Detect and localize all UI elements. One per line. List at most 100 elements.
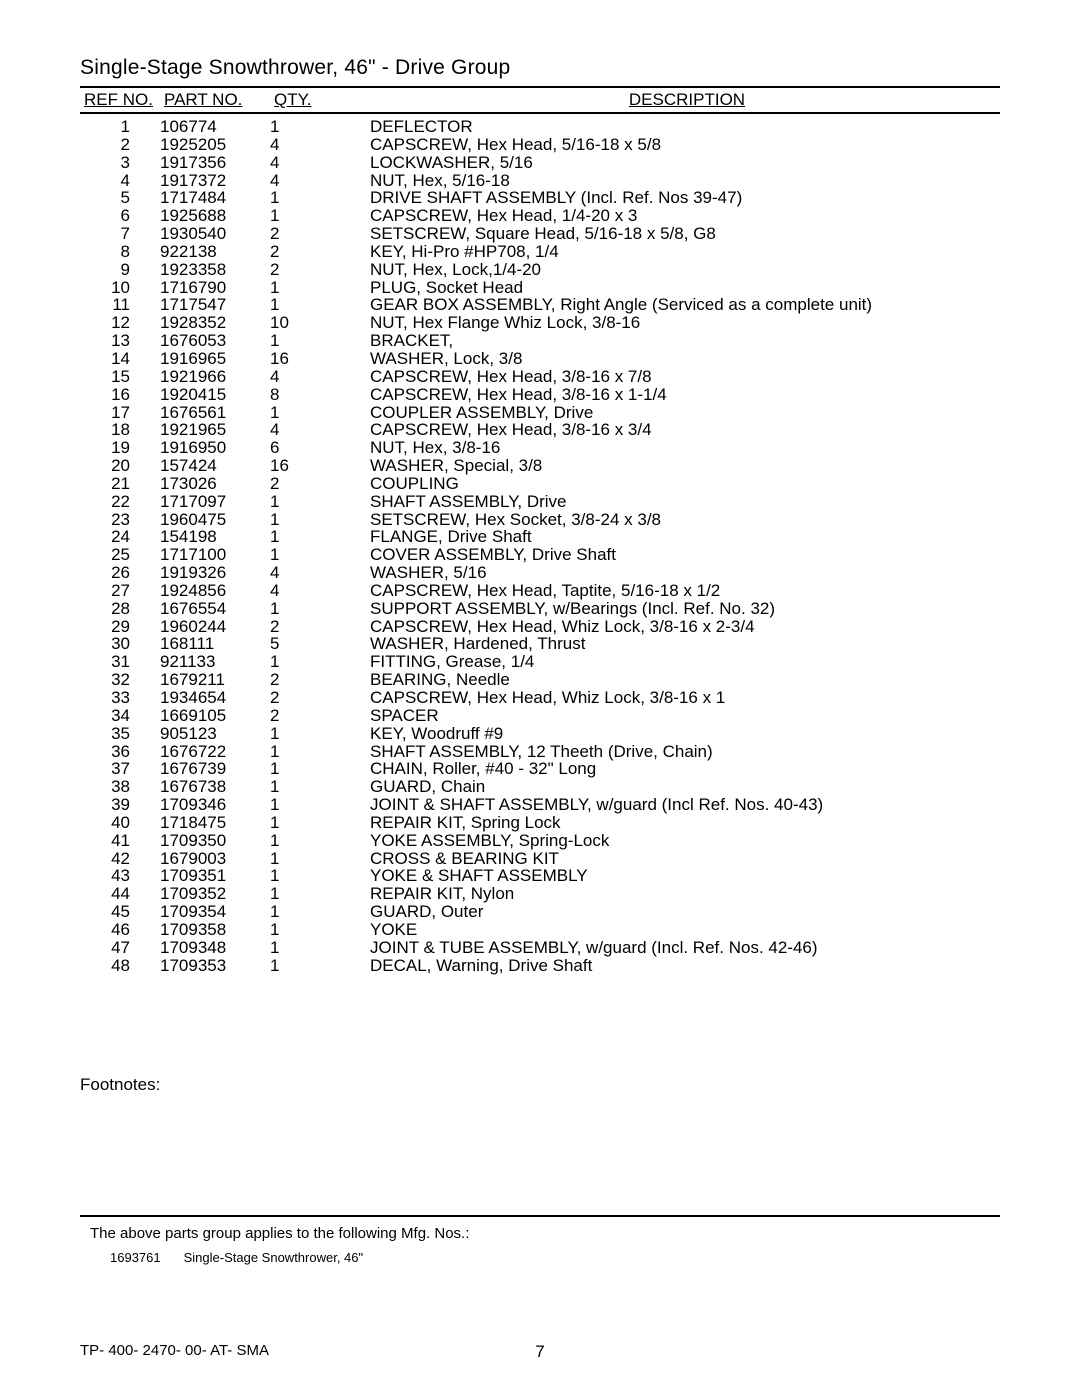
cell-qty: 10 <box>270 314 370 332</box>
cell-qty: 5 <box>270 635 370 653</box>
cell-qty: 2 <box>270 618 370 636</box>
cell-qty: 1 <box>270 796 370 814</box>
cell-ref: 44 <box>80 885 160 903</box>
cell-desc: GUARD, Chain <box>370 778 1000 796</box>
table-row: 4117093501YOKE ASSEMBLY, Spring-Lock <box>80 832 1000 850</box>
cell-ref: 35 <box>80 725 160 743</box>
cell-ref: 1 <box>80 118 160 136</box>
cell-part: 1921965 <box>160 421 270 439</box>
cell-ref: 40 <box>80 814 160 832</box>
cell-desc: SPACER <box>370 707 1000 725</box>
cell-part: 1916965 <box>160 350 270 368</box>
table-row: 1017167901PLUG, Socket Head <box>80 279 1000 297</box>
cell-part: 1669105 <box>160 707 270 725</box>
header-part: PART NO. <box>164 90 274 110</box>
cell-desc: BRACKET, <box>370 332 1000 350</box>
cell-ref: 7 <box>80 225 160 243</box>
cell-qty: 8 <box>270 386 370 404</box>
cell-desc: CROSS & BEARING KIT <box>370 850 1000 868</box>
cell-desc: WASHER, 5/16 <box>370 564 1000 582</box>
cell-part: 1676722 <box>160 743 270 761</box>
table-row: 4717093481JOINT & TUBE ASSEMBLY, w/guard… <box>80 939 1000 957</box>
cell-qty: 2 <box>270 689 370 707</box>
cell-part: 1717100 <box>160 546 270 564</box>
cell-desc: WASHER, Lock, 3/8 <box>370 350 1000 368</box>
cell-part: 1709358 <box>160 921 270 939</box>
cell-desc: REPAIR KIT, Spring Lock <box>370 814 1000 832</box>
table-row: 1316760531BRACKET, <box>80 332 1000 350</box>
cell-ref: 13 <box>80 332 160 350</box>
cell-ref: 19 <box>80 439 160 457</box>
cell-ref: 20 <box>80 457 160 475</box>
cell-part: 1923358 <box>160 261 270 279</box>
table-row: 4317093511YOKE & SHAFT ASSEMBLY <box>80 867 1000 885</box>
cell-part: 1709351 <box>160 867 270 885</box>
cell-ref: 39 <box>80 796 160 814</box>
page: Single-Stage Snowthrower, 46" - Drive Gr… <box>0 0 1080 1397</box>
cell-desc: NUT, Hex, Lock,1/4-20 <box>370 261 1000 279</box>
cell-qty: 1 <box>270 404 370 422</box>
table-row: 2319604751SETSCREW, Hex Socket, 3/8-24 x… <box>80 511 1000 529</box>
cell-qty: 4 <box>270 564 370 582</box>
table-row: 2217170971SHAFT ASSEMBLY, Drive <box>80 493 1000 511</box>
cell-desc: DEFLECTOR <box>370 118 1000 136</box>
cell-qty: 1 <box>270 760 370 778</box>
table-row: 2619193264WASHER, 5/16 <box>80 564 1000 582</box>
cell-ref: 25 <box>80 546 160 564</box>
table-row: 301681115WASHER, Hardened, Thrust <box>80 635 1000 653</box>
cell-qty: 1 <box>270 939 370 957</box>
cell-part: 1920415 <box>160 386 270 404</box>
mfg-number: 1693761 <box>110 1250 180 1265</box>
cell-part: 1717097 <box>160 493 270 511</box>
cell-part: 905123 <box>160 725 270 743</box>
cell-part: 1717547 <box>160 296 270 314</box>
cell-ref: 16 <box>80 386 160 404</box>
cell-desc: CAPSCREW, Hex Head, Taptite, 5/16-18 x 1… <box>370 582 1000 600</box>
cell-qty: 1 <box>270 725 370 743</box>
cell-ref: 36 <box>80 743 160 761</box>
cell-part: 1716790 <box>160 279 270 297</box>
table-row: 12192835210NUT, Hex Flange Whiz Lock, 3/… <box>80 314 1000 332</box>
cell-ref: 30 <box>80 635 160 653</box>
cell-ref: 28 <box>80 600 160 618</box>
cell-qty: 1 <box>270 528 370 546</box>
table-row: 3216792112BEARING, Needle <box>80 671 1000 689</box>
cell-desc: CAPSCREW, Hex Head, 1/4-20 x 3 <box>370 207 1000 225</box>
table-row: 2517171001COVER ASSEMBLY, Drive Shaft <box>80 546 1000 564</box>
footnotes-label: Footnotes: <box>80 1075 1000 1095</box>
cell-part: 1919326 <box>160 564 270 582</box>
table-row: 219252054CAPSCREW, Hex Head, 5/16-18 x 5… <box>80 136 1000 154</box>
table-body: 11067741DEFLECTOR219252054CAPSCREW, Hex … <box>80 118 1000 975</box>
cell-qty: 1 <box>270 957 370 975</box>
table-row: 1819219654CAPSCREW, Hex Head, 3/8-16 x 3… <box>80 421 1000 439</box>
cell-ref: 3 <box>80 154 160 172</box>
cell-ref: 22 <box>80 493 160 511</box>
cell-ref: 41 <box>80 832 160 850</box>
cell-ref: 17 <box>80 404 160 422</box>
cell-part: 1925205 <box>160 136 270 154</box>
cell-ref: 34 <box>80 707 160 725</box>
cell-desc: SHAFT ASSEMBLY, 12 Theeth (Drive, Chain) <box>370 743 1000 761</box>
cell-part: 168111 <box>160 635 270 653</box>
cell-ref: 6 <box>80 207 160 225</box>
cell-part: 1709352 <box>160 885 270 903</box>
cell-desc: COUPLING <box>370 475 1000 493</box>
cell-desc: LOCKWASHER, 5/16 <box>370 154 1000 172</box>
header-qty: QTY. <box>274 90 374 110</box>
cell-desc: CAPSCREW, Hex Head, 3/8-16 x 3/4 <box>370 421 1000 439</box>
table-row: 3416691052SPACER <box>80 707 1000 725</box>
cell-desc: CAPSCREW, Hex Head, Whiz Lock, 3/8-16 x … <box>370 689 1000 707</box>
cell-desc: KEY, Hi-Pro #HP708, 1/4 <box>370 243 1000 261</box>
cell-qty: 2 <box>270 243 370 261</box>
cell-desc: YOKE & SHAFT ASSEMBLY <box>370 867 1000 885</box>
cell-part: 1709354 <box>160 903 270 921</box>
cell-qty: 16 <box>270 350 370 368</box>
cell-part: 1676561 <box>160 404 270 422</box>
cell-desc: JOINT & TUBE ASSEMBLY, w/guard (Incl. Re… <box>370 939 1000 957</box>
cell-part: 1679211 <box>160 671 270 689</box>
cell-desc: SHAFT ASSEMBLY, Drive <box>370 493 1000 511</box>
applies-text: The above parts group applies to the fol… <box>90 1225 1000 1242</box>
cell-ref: 15 <box>80 368 160 386</box>
cell-desc: NUT, Hex Flange Whiz Lock, 3/8-16 <box>370 314 1000 332</box>
cell-qty: 1 <box>270 600 370 618</box>
